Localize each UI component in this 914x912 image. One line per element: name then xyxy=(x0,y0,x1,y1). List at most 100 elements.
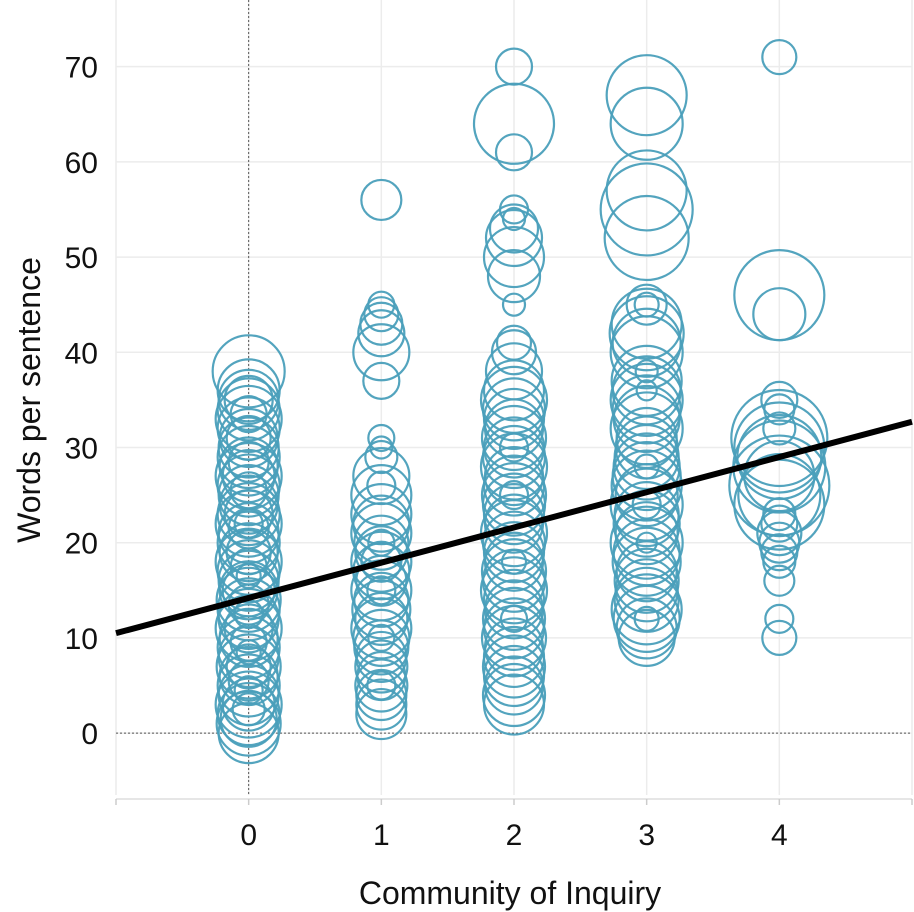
data-point xyxy=(355,678,408,731)
y-tick-label: 50 xyxy=(65,242,98,275)
data-point xyxy=(483,493,545,554)
data-point xyxy=(605,54,688,137)
data-point xyxy=(218,436,279,497)
y-tick-label: 70 xyxy=(65,52,98,85)
data-point xyxy=(482,483,546,546)
data-point xyxy=(362,361,401,400)
data-point xyxy=(219,689,278,748)
data-point xyxy=(482,359,546,422)
data-point xyxy=(488,203,540,254)
data-point xyxy=(367,423,396,453)
y-tick-label: 30 xyxy=(65,432,98,465)
data-point xyxy=(235,639,262,666)
data-point xyxy=(214,384,283,454)
data-point xyxy=(235,562,262,590)
data-point xyxy=(481,472,547,537)
data-point xyxy=(603,194,690,282)
tick-labels: 0 10 20 30 40 50 60 70 0 1 2 3 4 xyxy=(65,52,788,852)
data-point xyxy=(615,597,678,660)
x-tick-label: 2 xyxy=(506,819,523,852)
data-point xyxy=(355,668,408,722)
data-point xyxy=(625,283,668,326)
data-point xyxy=(350,463,413,527)
data-point xyxy=(221,448,276,504)
data-points xyxy=(211,39,831,765)
data-point xyxy=(482,673,546,736)
data-point xyxy=(494,133,534,172)
trend-line-layer xyxy=(115,418,913,637)
data-point xyxy=(481,377,547,442)
data-point xyxy=(599,162,694,257)
data-point xyxy=(350,530,413,593)
data-point xyxy=(482,225,546,289)
data-point xyxy=(760,380,799,419)
data-point xyxy=(613,547,680,614)
data-point xyxy=(215,633,282,700)
data-point xyxy=(218,522,279,583)
data-point xyxy=(369,435,394,460)
series-4 xyxy=(728,39,831,657)
data-point xyxy=(756,510,803,557)
data-point xyxy=(354,658,409,713)
y-tick-label: 20 xyxy=(65,528,98,561)
y-tick-label: 60 xyxy=(65,147,98,180)
data-point xyxy=(609,86,684,161)
data-point xyxy=(357,309,406,358)
data-point xyxy=(609,505,684,580)
data-point xyxy=(351,579,412,640)
data-point xyxy=(499,604,529,633)
data-point xyxy=(360,178,403,222)
data-point xyxy=(758,521,801,564)
data-point xyxy=(500,548,528,575)
data-point xyxy=(609,362,684,437)
y-tick-label: 10 xyxy=(65,623,98,656)
data-point xyxy=(481,586,547,651)
data-point xyxy=(217,702,280,765)
data-point xyxy=(612,384,681,454)
data-point xyxy=(214,670,283,739)
data-point xyxy=(634,359,659,384)
data-point xyxy=(635,379,658,402)
data-point xyxy=(481,634,547,699)
data-point xyxy=(211,334,286,409)
data-point xyxy=(482,644,546,708)
data-point xyxy=(760,533,799,572)
data-point xyxy=(611,526,682,597)
data-point xyxy=(216,453,281,518)
data-point xyxy=(763,564,796,597)
data-point xyxy=(614,462,679,528)
data-point xyxy=(762,544,797,579)
x-tick-label: 1 xyxy=(373,819,390,852)
data-point xyxy=(635,531,658,554)
data-point xyxy=(761,619,798,657)
data-point xyxy=(227,440,270,483)
data-point xyxy=(366,670,397,701)
data-point xyxy=(352,323,411,382)
data-point xyxy=(354,525,409,580)
data-point xyxy=(225,414,272,462)
data-point xyxy=(633,291,660,318)
data-point xyxy=(353,514,410,571)
data-point xyxy=(215,566,282,633)
data-point xyxy=(501,292,527,317)
data-point xyxy=(482,568,546,631)
data-point xyxy=(350,597,413,660)
data-point xyxy=(763,393,796,426)
data-point xyxy=(225,529,272,576)
data-point xyxy=(633,453,660,480)
data-point xyxy=(355,687,408,741)
data-point xyxy=(216,539,281,604)
data-point xyxy=(486,249,542,304)
data-point xyxy=(367,623,396,653)
data-point xyxy=(617,608,676,668)
x-axis-title: Community of Inquiry xyxy=(359,875,661,911)
data-point xyxy=(229,395,268,434)
data-point xyxy=(216,358,281,423)
data-point xyxy=(353,619,410,676)
data-point xyxy=(479,556,549,625)
data-point xyxy=(498,432,530,463)
data-point xyxy=(354,639,409,694)
data-point xyxy=(360,540,403,583)
data-point xyxy=(501,206,527,232)
